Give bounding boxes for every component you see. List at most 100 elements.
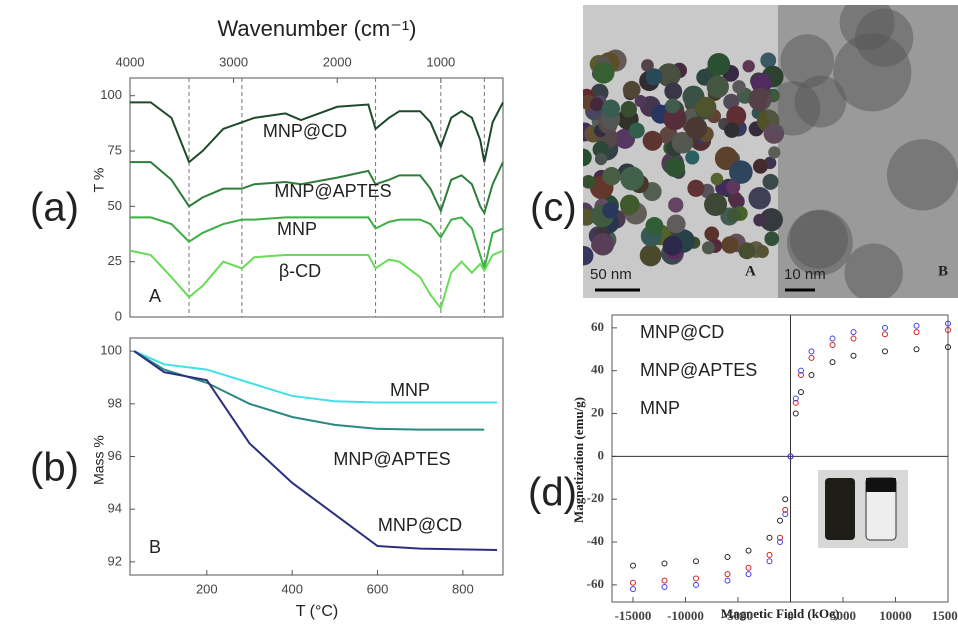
- panel-label: (a): [30, 186, 79, 230]
- particle: [583, 245, 594, 266]
- y-tick-label: 98: [108, 395, 122, 410]
- particle: [620, 194, 640, 215]
- annotation: MNP@CD: [263, 121, 347, 141]
- x-tick-label: -15000: [615, 608, 652, 623]
- annotation: β-CD: [279, 261, 321, 281]
- particle: [666, 214, 686, 234]
- legend-label: MNP@APTES: [640, 360, 757, 380]
- x-tick-label: -5000: [723, 608, 753, 623]
- x-tick-label: 0: [787, 608, 794, 623]
- particle: [724, 122, 740, 138]
- y-tick-label: -60: [587, 576, 604, 591]
- data-line: [129, 249, 504, 311]
- panel-label: (d): [528, 471, 577, 515]
- data-point: [777, 534, 783, 541]
- particle: [645, 68, 663, 86]
- data-point: [945, 326, 951, 333]
- particle: [657, 63, 681, 87]
- x-axis-label: T (°C): [296, 603, 339, 620]
- particle: [642, 130, 663, 151]
- data-point: [724, 554, 731, 561]
- x-tick-label: 1000: [426, 54, 455, 69]
- particle: [732, 80, 746, 94]
- particle: [759, 208, 783, 232]
- data-point: [808, 354, 815, 361]
- data-point: [913, 329, 920, 336]
- y-tick-label: 40: [591, 362, 604, 377]
- particle: [583, 174, 596, 189]
- y-axis-label: T %: [91, 168, 107, 193]
- particle: [704, 226, 720, 242]
- data-point: [945, 344, 951, 351]
- data-point: [766, 558, 773, 565]
- particle: [701, 241, 716, 255]
- particle: [755, 244, 769, 259]
- data-point: [782, 511, 789, 518]
- y-axis-label: Magnetization (emu/g): [571, 397, 586, 523]
- x-tick-label: -10000: [667, 608, 704, 623]
- y-tick-label: 25: [108, 253, 122, 268]
- particle: [760, 52, 777, 69]
- particle: [592, 141, 610, 158]
- data-point: [724, 577, 731, 584]
- particle: [668, 197, 684, 213]
- x-tick-label: 200: [196, 581, 218, 596]
- data-point: [766, 551, 773, 558]
- annotation: A: [149, 286, 161, 306]
- annotation: MNP: [277, 219, 317, 239]
- vial-cap: [866, 478, 896, 492]
- plot-frame: [611, 314, 949, 603]
- data-point: [630, 586, 636, 593]
- particle: [710, 172, 724, 186]
- x-tick-label: 15000: [932, 608, 958, 623]
- data-point: [792, 395, 799, 402]
- particle: [721, 236, 739, 254]
- particle: [764, 231, 780, 247]
- x-tick-label: 5000: [830, 608, 856, 623]
- particle: [748, 186, 771, 210]
- annotation: MNP@APTES: [274, 181, 391, 201]
- y-tick-label: 60: [591, 319, 604, 334]
- annotation: MNP@APTES: [333, 449, 450, 469]
- data-line: [130, 101, 504, 164]
- data-point: [787, 453, 794, 460]
- data-point: [661, 584, 668, 591]
- particle: [645, 217, 664, 236]
- data-line: [133, 350, 498, 404]
- tem-images: [583, 5, 958, 298]
- particle: [583, 148, 592, 167]
- data-point: [630, 562, 636, 569]
- particle: [685, 150, 700, 165]
- annotation: MNP@CD: [378, 515, 462, 535]
- data-point: [661, 577, 668, 584]
- particle: [706, 75, 729, 98]
- y-tick-label: 100: [100, 343, 122, 358]
- data-point: [693, 581, 699, 588]
- particle: [752, 158, 768, 174]
- data-point: [777, 517, 783, 524]
- image-label: B: [938, 263, 948, 279]
- data-point: [798, 371, 804, 378]
- data-point: [792, 410, 799, 417]
- particle: [664, 82, 683, 101]
- particle: [589, 97, 604, 112]
- data-point: [850, 352, 857, 359]
- data-point: [745, 547, 752, 554]
- particle: [662, 235, 683, 256]
- data-point: [808, 348, 815, 355]
- y-tick-label: 96: [108, 448, 122, 463]
- particle: [833, 33, 912, 112]
- x-tick-label: 3000: [219, 54, 248, 69]
- particle: [602, 167, 621, 186]
- data-point: [766, 534, 773, 541]
- particle: [671, 131, 694, 154]
- particle: [762, 173, 779, 190]
- data-line: [130, 216, 504, 273]
- particle: [591, 232, 615, 256]
- y-tick-label: 50: [108, 198, 122, 213]
- data-point: [782, 496, 789, 503]
- particle: [729, 160, 753, 184]
- data-point: [777, 539, 783, 546]
- particle: [628, 122, 645, 139]
